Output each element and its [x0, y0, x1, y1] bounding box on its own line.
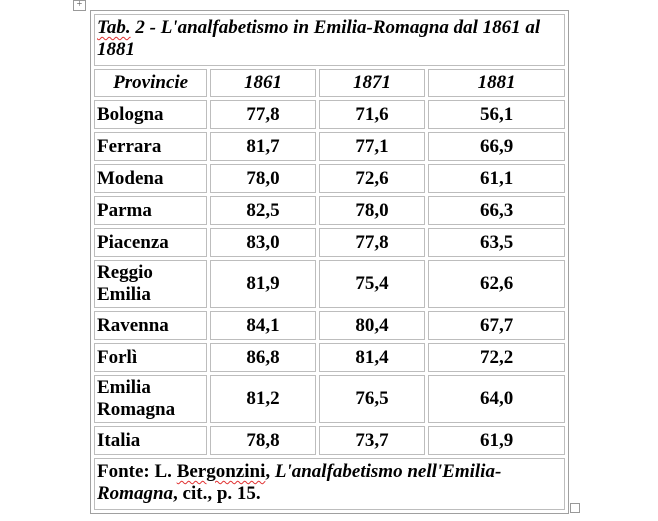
- value-cell: 56,1: [428, 100, 565, 129]
- value-cell: 80,4: [318, 311, 426, 340]
- province-name: Ravenna: [94, 311, 208, 340]
- value-cell: 61,9: [428, 426, 565, 455]
- value-cell: 66,3: [428, 196, 565, 225]
- table-resize-handle-icon[interactable]: [570, 503, 580, 513]
- table-row: Ferrara 81,7 77,1 66,9: [94, 132, 565, 161]
- province-name: Ferrara: [94, 132, 208, 161]
- header-1861: 1861: [210, 69, 316, 97]
- caption-abbr: Tab.: [97, 17, 131, 38]
- table-move-handle-icon[interactable]: +: [73, 0, 86, 11]
- value-cell: 77,8: [318, 228, 426, 257]
- province-name: Reggio Emilia: [94, 260, 208, 308]
- province-name: Forlì: [94, 343, 208, 372]
- table-row: Italia 78,8 73,7 61,9: [94, 426, 565, 455]
- table-row: Bologna 77,8 71,6 56,1: [94, 100, 565, 129]
- value-cell: 62,6: [428, 260, 565, 308]
- value-cell: 72,6: [318, 164, 426, 193]
- value-cell: 78,8: [210, 426, 316, 455]
- source-note: Fonte: L. Bergonzini, L'analfabetismo ne…: [94, 458, 565, 510]
- value-cell: 73,7: [318, 426, 426, 455]
- value-cell: 72,2: [428, 343, 565, 372]
- source-suffix: , cit., p. 15.: [173, 483, 261, 504]
- header-row: Provincie 1861 1871 1881: [94, 69, 565, 97]
- value-cell: 84,1: [210, 311, 316, 340]
- value-cell: 81,7: [210, 132, 316, 161]
- province-name: Piacenza: [94, 228, 208, 257]
- table-row: Modena 78,0 72,6 61,1: [94, 164, 565, 193]
- source-comma: ,: [265, 461, 275, 482]
- header-1881: 1881: [428, 69, 565, 97]
- table-caption: Tab. 2 - L'analfabetismo in Emilia-Romag…: [94, 14, 565, 66]
- literacy-table: Tab. 2 - L'analfabetismo in Emilia-Romag…: [90, 10, 569, 514]
- value-cell: 77,1: [318, 132, 426, 161]
- value-cell: 64,0: [428, 375, 565, 423]
- table-row: Emilia Romagna 81,2 76,5 64,0: [94, 375, 565, 423]
- value-cell: 66,9: [428, 132, 565, 161]
- value-cell: 81,2: [210, 375, 316, 423]
- value-cell: 67,7: [428, 311, 565, 340]
- province-name: Emilia Romagna: [94, 375, 208, 423]
- table-row: Forlì 86,8 81,4 72,2: [94, 343, 565, 372]
- value-cell: 71,6: [318, 100, 426, 129]
- table-row: Reggio Emilia 81,9 75,4 62,6: [94, 260, 565, 308]
- province-name: Italia: [94, 426, 208, 455]
- source-work: L'analfabetismo nell'Emilia-Romagna: [97, 461, 502, 504]
- table-row: Piacenza 83,0 77,8 63,5: [94, 228, 565, 257]
- value-cell: 76,5: [318, 375, 426, 423]
- province-name: Bologna: [94, 100, 208, 129]
- value-cell: 81,9: [210, 260, 316, 308]
- header-provincie: Provincie: [94, 69, 208, 97]
- source-author: Bergonzini: [176, 461, 266, 482]
- value-cell: 81,4: [318, 343, 426, 372]
- value-cell: 61,1: [428, 164, 565, 193]
- value-cell: 63,5: [428, 228, 565, 257]
- source-prefix: Fonte: L.: [97, 461, 177, 482]
- table-row: Ravenna 84,1 80,4 67,7: [94, 311, 565, 340]
- value-cell: 77,8: [210, 100, 316, 129]
- value-cell: 86,8: [210, 343, 316, 372]
- value-cell: 78,0: [210, 164, 316, 193]
- header-1871: 1871: [318, 69, 426, 97]
- value-cell: 83,0: [210, 228, 316, 257]
- caption-text: 2 - L'analfabetismo in Emilia-Romagna da…: [97, 17, 541, 60]
- value-cell: 75,4: [318, 260, 426, 308]
- province-name: Parma: [94, 196, 208, 225]
- value-cell: 82,5: [210, 196, 316, 225]
- value-cell: 78,0: [318, 196, 426, 225]
- province-name: Modena: [94, 164, 208, 193]
- table-row: Parma 82,5 78,0 66,3: [94, 196, 565, 225]
